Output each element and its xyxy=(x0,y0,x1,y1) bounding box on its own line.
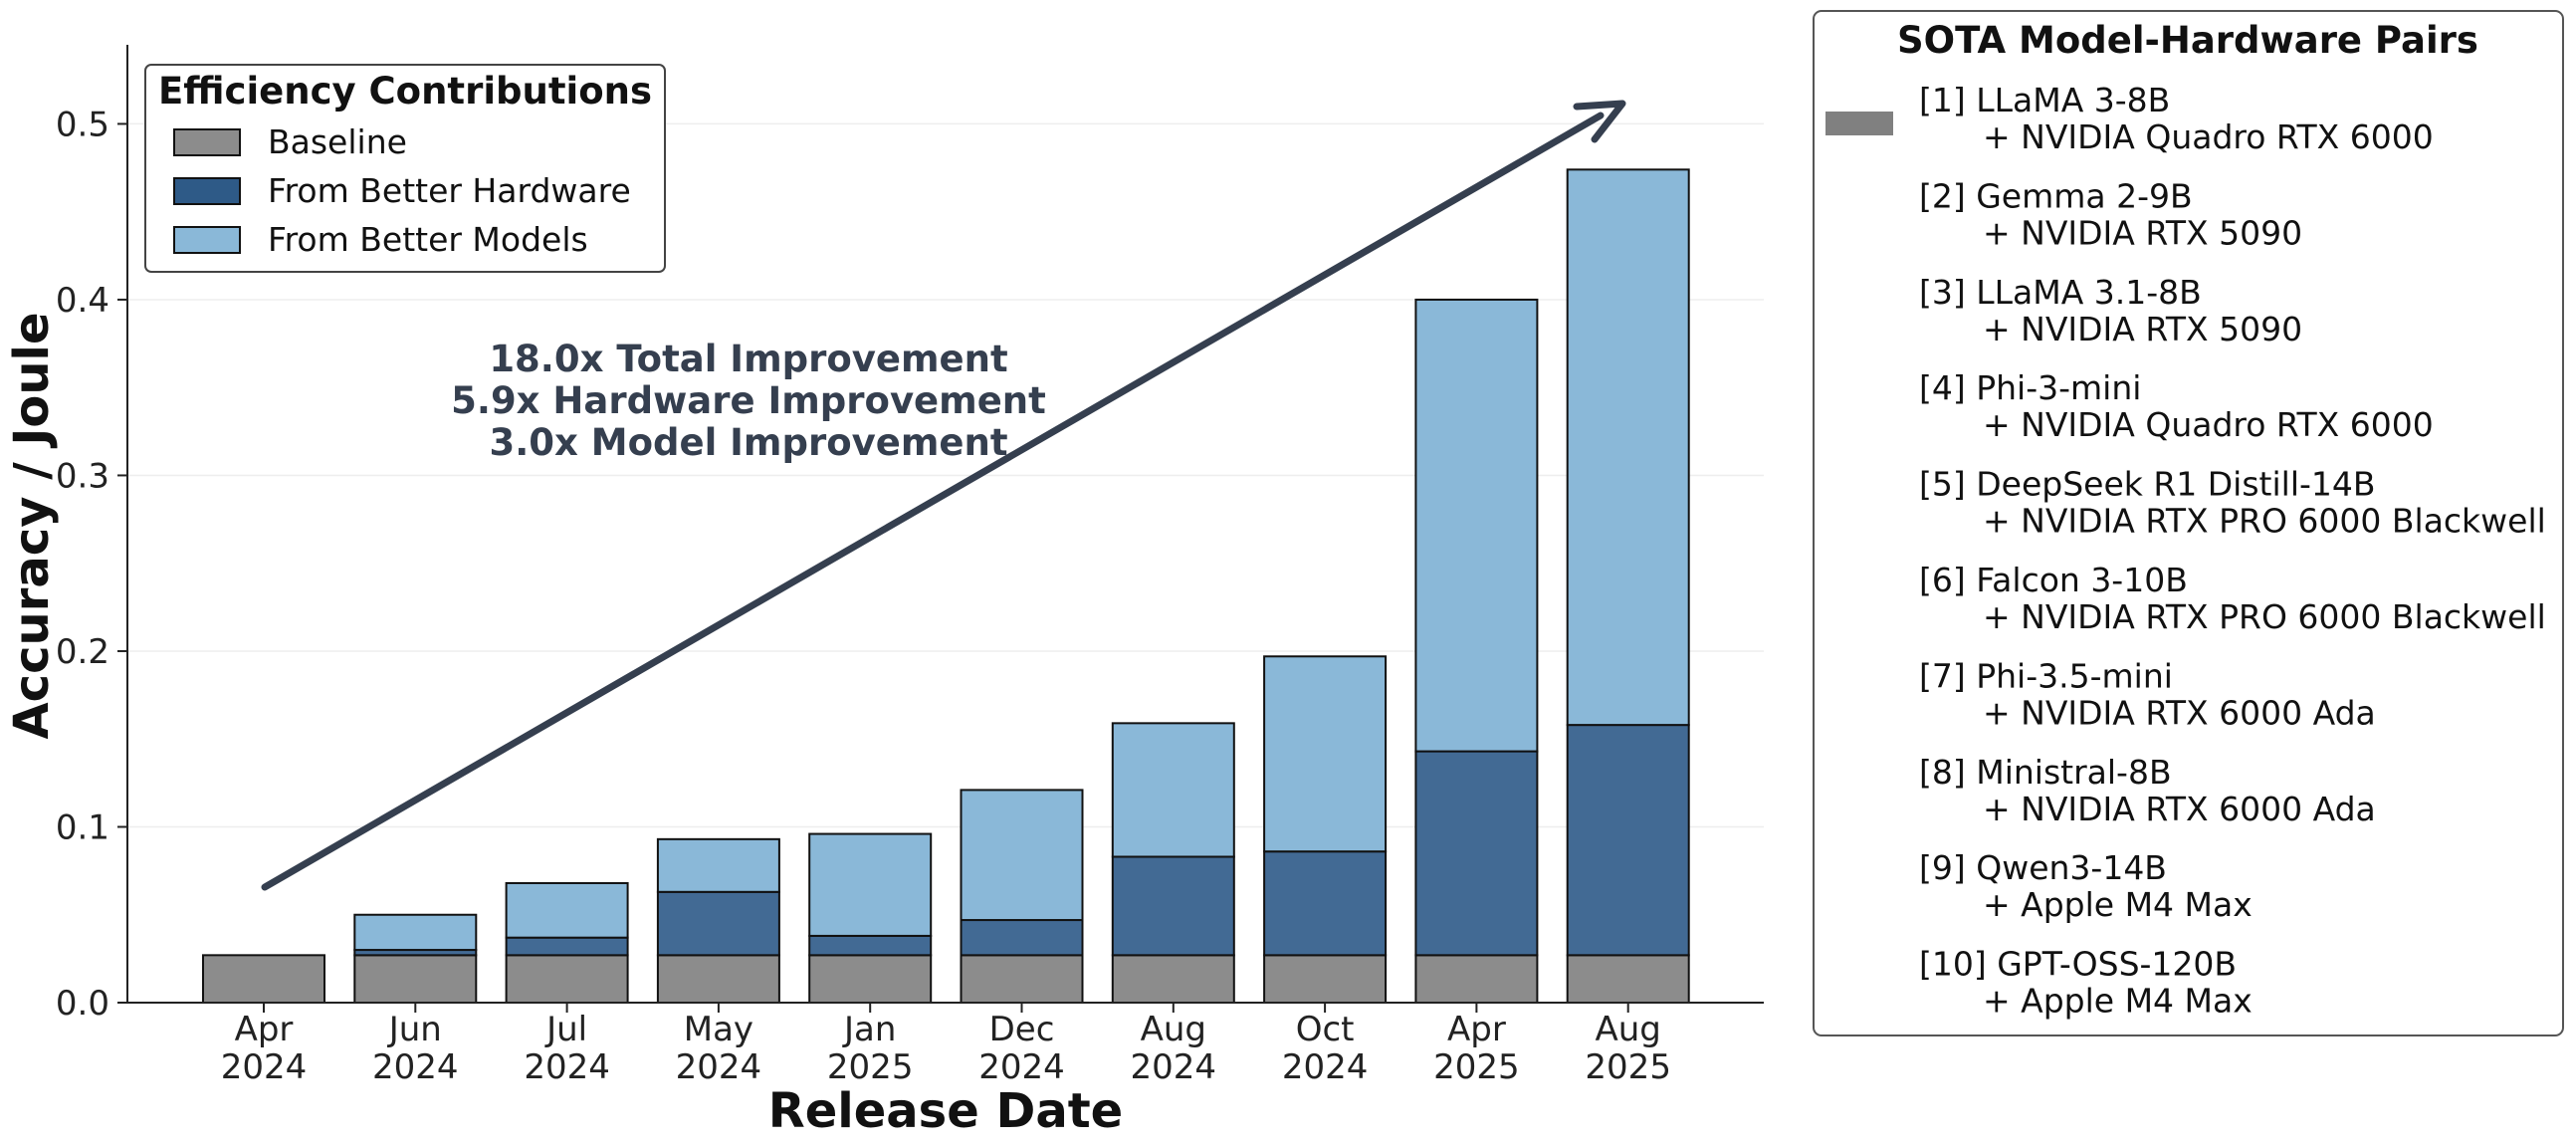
legend: Efficiency Contributions Baseline From Bet… xyxy=(144,64,666,273)
x-tick-label: 2025 xyxy=(827,1047,914,1087)
pair-model: [6] Falcon 3-10B xyxy=(1919,561,2188,599)
bar-segment-3 xyxy=(808,832,933,937)
legend-swatch xyxy=(173,177,241,205)
legend-title: Efficiency Contributions xyxy=(158,70,652,113)
bar-segment-1 xyxy=(1111,954,1235,1005)
pair-model: [8] Ministral-8B xyxy=(1919,753,2172,792)
pair-model: [1] LLaMA 3-8B xyxy=(1919,81,2170,119)
side-panel-title: SOTA Model-Hardware Pairs xyxy=(1897,19,2478,62)
bar-segment-2 xyxy=(1414,750,1539,957)
y-tick-label: 0.3 xyxy=(56,456,109,496)
axes: 0.00.10.20.30.40.5Apr2024Jun2024Jul2024M… xyxy=(4,45,1764,1139)
bar-segment-3 xyxy=(1111,722,1235,858)
bar-segment-3 xyxy=(353,913,478,952)
x-tick-label: Jul xyxy=(544,1010,587,1049)
pair-model: [7] Phi-3.5-mini xyxy=(1919,656,2173,695)
pair-model: [5] DeepSeek R1 Distill-14B xyxy=(1919,465,2376,504)
x-tick-label: Dec xyxy=(989,1010,1055,1049)
y-tick-label: 0.4 xyxy=(56,281,109,321)
bar-segment-3 xyxy=(1263,655,1388,853)
bar-segment-2 xyxy=(656,890,780,957)
y-axis-title: Accuracy / Joule xyxy=(4,313,60,740)
y-tick-label: 0.1 xyxy=(56,807,109,847)
bar-segment-1 xyxy=(505,954,629,1005)
pair-model: [10] GPT-OSS-120B xyxy=(1919,945,2237,984)
x-tick-label: Jan xyxy=(842,1010,896,1049)
pair-hardware: + NVIDIA Quadro RTX 6000 xyxy=(1983,405,2434,444)
pair-hardware: + NVIDIA RTX 6000 Ada xyxy=(1983,693,2376,732)
pair-model: [2] Gemma 2-9B xyxy=(1919,176,2193,215)
x-tick-label: 2024 xyxy=(1282,1047,1369,1087)
x-tick-label: 2024 xyxy=(372,1047,459,1087)
side-panel-swatch xyxy=(1825,112,1893,135)
x-tick-label: 2024 xyxy=(978,1047,1065,1087)
x-tick-label: 2024 xyxy=(221,1047,308,1087)
bar-segment-3 xyxy=(505,881,629,939)
x-tick-label: Aug xyxy=(1141,1010,1206,1049)
bar-segment-3 xyxy=(1414,298,1539,753)
x-tick-label: Apr xyxy=(235,1010,294,1049)
x-tick-label: Jun xyxy=(387,1010,442,1049)
arrow-head xyxy=(1573,100,1626,143)
legend-swatch xyxy=(173,128,241,156)
pair-model: [9] Qwen3-14B xyxy=(1919,848,2167,887)
x-tick-label: 2024 xyxy=(676,1047,762,1087)
pair-hardware: + NVIDIA RTX 5090 xyxy=(1983,310,2302,348)
x-tick-label: Oct xyxy=(1296,1010,1355,1049)
bar-segment-3 xyxy=(960,789,1084,922)
bar-segment-1 xyxy=(1263,954,1388,1005)
annotation-line: 5.9x Hardware Improvement xyxy=(451,379,1046,422)
bar-segment-2 xyxy=(1263,850,1388,957)
x-tick-label: 2025 xyxy=(1433,1047,1520,1087)
legend-label: Baseline xyxy=(268,122,407,161)
pair-hardware: + Apple M4 Max xyxy=(1983,982,2253,1021)
pair-hardware: + NVIDIA RTX 6000 Ada xyxy=(1983,790,2376,828)
annotation-line: 18.0x Total Improvement xyxy=(489,338,1007,380)
y-tick-label: 0.2 xyxy=(56,632,109,672)
bar-segment-3 xyxy=(1566,168,1690,727)
legend-label: From Better Hardware xyxy=(268,171,631,210)
bar-segment-2 xyxy=(960,919,1084,957)
bars xyxy=(202,168,1690,1005)
pair-hardware: + NVIDIA Quadro RTX 6000 xyxy=(1983,117,2434,156)
bar-segment-1 xyxy=(202,954,325,1005)
x-tick-label: 2025 xyxy=(1585,1047,1671,1087)
bar-segment-1 xyxy=(808,954,933,1005)
pair-model: [3] LLaMA 3.1-8B xyxy=(1919,273,2202,312)
pair-hardware: + NVIDIA RTX PRO 6000 Blackwell xyxy=(1983,502,2546,541)
bar-segment-2 xyxy=(808,934,933,957)
bar-segment-1 xyxy=(1566,954,1690,1005)
annotation-line: 3.0x Model Improvement xyxy=(489,421,1007,464)
bar-segment-2 xyxy=(1111,855,1235,957)
x-tick-label: Aug xyxy=(1596,1010,1661,1049)
legend-box xyxy=(144,64,666,273)
pair-hardware: + NVIDIA RTX 5090 xyxy=(1983,213,2302,252)
y-tick-label: 0.5 xyxy=(56,105,109,144)
pair-hardware: + Apple M4 Max xyxy=(1983,885,2253,924)
x-tick-label: 2024 xyxy=(524,1047,610,1087)
pair-hardware: + NVIDIA RTX PRO 6000 Blackwell xyxy=(1983,597,2546,636)
pair-model: [4] Phi-3-mini xyxy=(1919,368,2141,407)
legend-swatch xyxy=(173,226,241,254)
bar-segment-1 xyxy=(656,954,780,1005)
bar-segment-1 xyxy=(353,954,478,1005)
improvement-arrow xyxy=(261,112,1605,891)
bar-segment-2 xyxy=(1566,724,1690,957)
bar-segment-1 xyxy=(960,954,1084,1005)
bar-segment-1 xyxy=(1414,954,1539,1005)
x-tick-label: May xyxy=(684,1010,753,1049)
x-tick-label: 2024 xyxy=(1131,1047,1217,1087)
legend-label: From Better Models xyxy=(268,220,588,259)
x-tick-label: Apr xyxy=(1447,1010,1506,1049)
side-panel: SOTA Model-Hardware Pairs[1] LLaMA 3-8B+… xyxy=(1813,10,2564,1036)
bar-segment-3 xyxy=(656,837,780,893)
bar-segment-2 xyxy=(505,936,629,957)
x-axis-title: Release Date xyxy=(768,1083,1123,1139)
side-panel-box xyxy=(1813,10,2564,1036)
y-tick-label: 0.0 xyxy=(56,984,109,1024)
